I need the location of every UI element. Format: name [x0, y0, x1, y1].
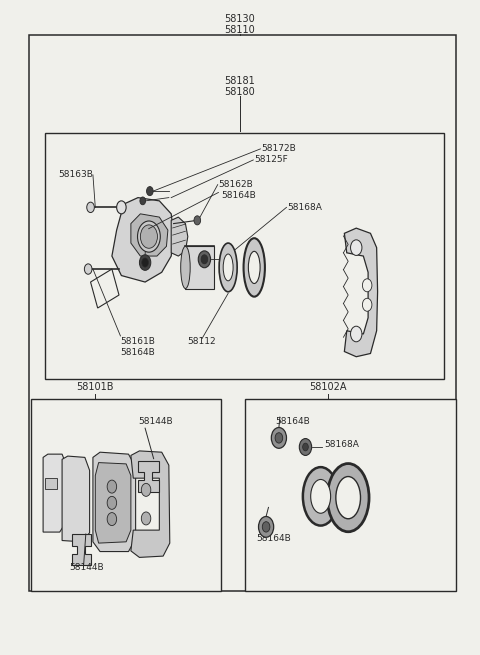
Circle shape	[107, 480, 117, 493]
Circle shape	[146, 187, 153, 196]
Circle shape	[271, 428, 287, 448]
Circle shape	[84, 264, 92, 274]
Polygon shape	[93, 452, 136, 552]
Text: 58110: 58110	[225, 25, 255, 35]
Text: 58168A: 58168A	[324, 440, 360, 449]
Circle shape	[300, 439, 312, 455]
Bar	[31, 399, 221, 591]
Bar	[245, 399, 456, 591]
Polygon shape	[46, 478, 57, 489]
Circle shape	[194, 215, 201, 225]
Text: 58144B: 58144B	[138, 417, 173, 426]
Ellipse shape	[311, 479, 331, 514]
Circle shape	[140, 197, 145, 205]
Polygon shape	[171, 217, 188, 256]
Ellipse shape	[180, 246, 190, 289]
Circle shape	[141, 512, 151, 525]
Text: 58181: 58181	[225, 76, 255, 86]
Text: 58101B: 58101B	[76, 383, 114, 392]
Circle shape	[259, 517, 274, 537]
Text: 58161B: 58161B	[120, 337, 156, 346]
Circle shape	[117, 201, 126, 214]
Polygon shape	[131, 451, 170, 557]
Ellipse shape	[327, 464, 369, 532]
Polygon shape	[112, 198, 174, 282]
Ellipse shape	[336, 477, 360, 519]
Text: 58164B: 58164B	[257, 534, 291, 543]
Ellipse shape	[248, 252, 260, 284]
Polygon shape	[131, 214, 168, 256]
Circle shape	[141, 483, 151, 496]
Polygon shape	[96, 462, 131, 543]
Text: 58125F: 58125F	[254, 155, 288, 164]
Polygon shape	[344, 228, 378, 357]
Ellipse shape	[223, 254, 233, 281]
Ellipse shape	[140, 225, 157, 248]
Text: 58164B: 58164B	[221, 191, 256, 200]
Text: 58172B: 58172B	[261, 144, 296, 153]
Text: 58112: 58112	[187, 337, 216, 346]
Text: 58102A: 58102A	[309, 383, 347, 392]
Bar	[46, 133, 444, 379]
Polygon shape	[72, 534, 92, 565]
Text: 58163B: 58163B	[59, 170, 94, 179]
Polygon shape	[138, 460, 159, 492]
Ellipse shape	[243, 238, 265, 297]
Circle shape	[275, 433, 283, 443]
Circle shape	[350, 326, 362, 342]
Circle shape	[302, 443, 308, 451]
Ellipse shape	[303, 467, 338, 525]
Circle shape	[142, 258, 148, 267]
Polygon shape	[43, 454, 66, 532]
Circle shape	[107, 496, 117, 510]
Circle shape	[87, 202, 95, 213]
Circle shape	[362, 298, 372, 311]
Circle shape	[198, 251, 211, 268]
Ellipse shape	[137, 221, 160, 252]
Text: 58162B: 58162B	[219, 180, 253, 189]
Ellipse shape	[219, 243, 237, 291]
Circle shape	[350, 240, 362, 255]
Bar	[185, 246, 214, 289]
Text: 58130: 58130	[225, 14, 255, 24]
Text: 58168A: 58168A	[288, 203, 322, 212]
Polygon shape	[62, 456, 90, 542]
Circle shape	[107, 513, 117, 525]
Circle shape	[139, 255, 151, 271]
Text: 58180: 58180	[225, 86, 255, 97]
Circle shape	[262, 521, 270, 532]
Text: 58164B: 58164B	[120, 348, 155, 357]
Text: 58144B: 58144B	[69, 563, 104, 572]
Bar	[29, 35, 456, 591]
Circle shape	[362, 279, 372, 291]
Text: 58164B: 58164B	[276, 417, 311, 426]
Circle shape	[201, 255, 208, 264]
